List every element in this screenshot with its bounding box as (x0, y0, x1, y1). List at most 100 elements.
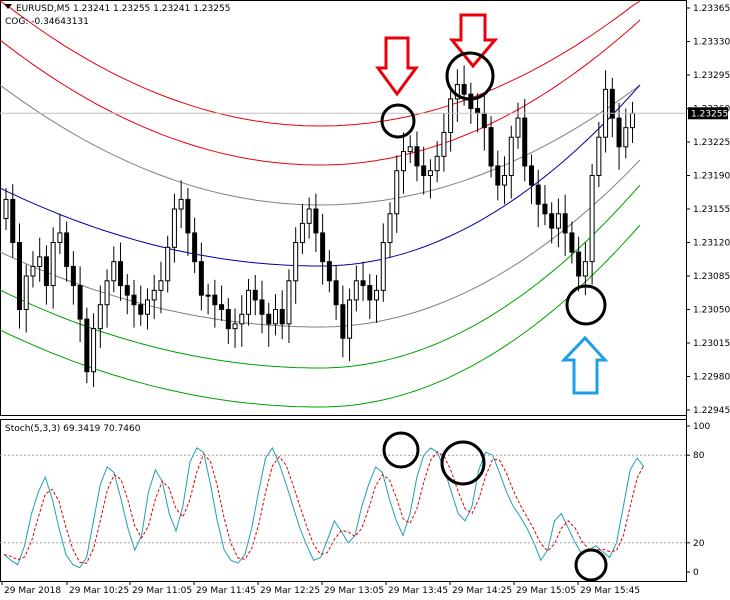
candle-body (448, 98, 454, 133)
candle-body (441, 131, 447, 157)
candle-body (394, 170, 400, 215)
candle-body (70, 265, 76, 287)
candle-body (225, 309, 231, 330)
circle-marker (382, 431, 420, 469)
stoch-signal-line (3, 451, 645, 564)
candle-body (138, 304, 144, 315)
candle-body (400, 151, 406, 172)
triangle-down-icon[interactable] (4, 4, 12, 9)
price-label: 1.22945 (693, 406, 730, 416)
candle-body (219, 304, 225, 311)
stoch-level-label: 100 (693, 422, 710, 432)
circle-marker (440, 440, 486, 486)
candle-body (144, 299, 150, 315)
candle-body (232, 323, 238, 330)
candle-body (171, 208, 177, 248)
down-arrow-icon (375, 36, 419, 97)
candle-body (205, 294, 211, 297)
candle-body (353, 280, 359, 301)
candle-body (528, 165, 534, 186)
price-label: 1.23330 (693, 38, 730, 48)
candle-body (555, 213, 561, 229)
candle-body (50, 242, 56, 287)
candle-body (414, 146, 420, 167)
candle-body (461, 84, 467, 95)
stoch-axis-labels: 100 80 20 0 (0, 422, 710, 578)
circle-marker (574, 548, 608, 582)
cog-info: COG: -0.34643131 (5, 17, 89, 27)
cog-band-line (0, 19, 641, 166)
time-label: 29 Mar 11:45 (196, 586, 256, 596)
candle-body (515, 117, 521, 138)
candle-body (407, 146, 413, 153)
current-price-box (688, 107, 728, 120)
candle-body (630, 112, 636, 129)
candle-body (320, 232, 326, 263)
price-label: 1.22980 (693, 373, 730, 383)
time-label: 29 Mar 2018 (4, 586, 61, 596)
candle-body (165, 246, 171, 282)
candle-body (3, 198, 9, 220)
time-label: 29 Mar 14:25 (452, 586, 512, 596)
candle-body (488, 127, 494, 167)
candle-body (16, 242, 22, 310)
symbol-info: EURUSD,M5 1.23241 1.23255 1.23241 1.2325… (16, 4, 230, 14)
candle-body (131, 294, 137, 306)
candle-body (427, 170, 433, 176)
candle-body (522, 117, 528, 167)
candle-body (158, 280, 164, 291)
candle-body (374, 289, 380, 301)
candle-body (198, 261, 204, 296)
circle-marker (380, 103, 416, 139)
time-label: 29 Mar 13:05 (324, 586, 384, 596)
candle-body (286, 280, 292, 325)
candle-body (360, 280, 366, 287)
candle-body (118, 261, 124, 287)
stoch-subwindow-frame[interactable] (0, 419, 687, 582)
candle-body (481, 112, 487, 129)
candle-body (333, 280, 339, 306)
price-label: 1.23365 (693, 4, 730, 14)
candle-body (306, 208, 312, 224)
candle-body (569, 232, 575, 253)
candle-body (596, 136, 602, 176)
candle-body (313, 208, 319, 234)
candle-body (30, 265, 36, 277)
time-label: 29 Mar 15:05 (516, 586, 576, 596)
candle-body (582, 261, 588, 277)
candle-body (97, 304, 103, 330)
candle-body (246, 289, 252, 315)
stoch-level-label: 0 (693, 568, 699, 578)
candle-body (508, 136, 514, 176)
time-label: 29 Mar 13:45 (388, 586, 448, 596)
candle-body (151, 289, 157, 301)
candle-body (468, 93, 474, 110)
candle-body (562, 213, 568, 234)
candle-body (77, 285, 83, 320)
circle-marker (445, 51, 495, 101)
time-label: 29 Mar 12:25 (260, 586, 320, 596)
price-label: 1.23085 (693, 272, 730, 282)
candle-body (192, 232, 198, 263)
candle-body (111, 261, 117, 282)
candle-body (326, 261, 332, 282)
candle-body (475, 108, 481, 114)
time-label: 29 Mar 11:05 (132, 586, 192, 596)
price-label: 1.23120 (693, 239, 730, 249)
price-label: 1.23155 (693, 205, 730, 215)
stoch-info: Stoch(5,3,3) 69.3419 70.7460 (5, 424, 141, 434)
candle-body (279, 309, 285, 325)
price-label: 1.23225 (693, 138, 730, 148)
main-chart-frame[interactable] (0, 0, 687, 416)
cog-band-line (0, 0, 641, 127)
time-label: 29 Mar 10:25 (69, 586, 129, 596)
candle-body (252, 289, 258, 301)
candle-body (434, 155, 440, 172)
candle-body (502, 175, 508, 186)
candle-body (91, 328, 97, 373)
candle-body (340, 304, 346, 339)
annotations (375, 13, 609, 582)
candle-body (609, 88, 615, 119)
stoch-level-label: 80 (693, 451, 705, 461)
